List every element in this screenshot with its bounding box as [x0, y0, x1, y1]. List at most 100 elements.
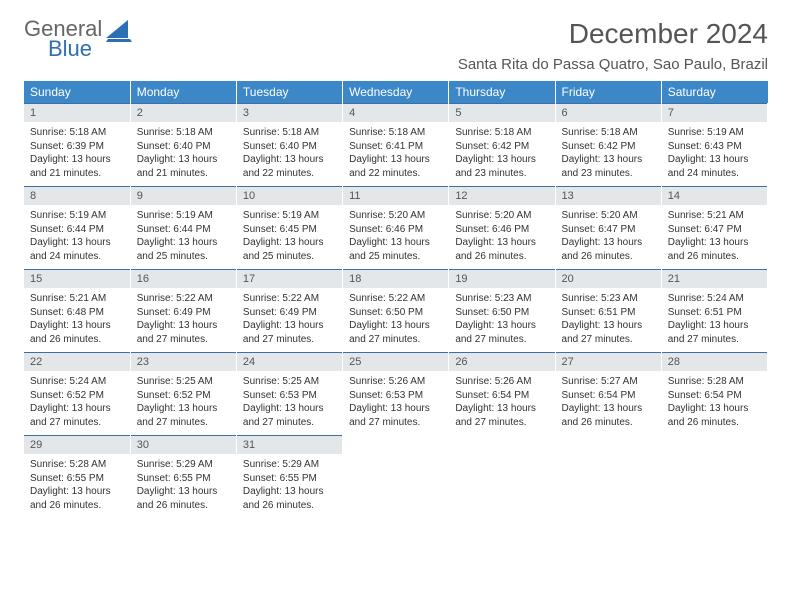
sunset-line: Sunset: 6:50 PM — [455, 306, 548, 320]
sunrise-line: Sunrise: 5:29 AM — [243, 458, 336, 472]
daylight-line: Daylight: 13 hours — [349, 236, 442, 250]
daylight-line: and 27 minutes. — [349, 333, 442, 347]
day-body — [556, 454, 661, 512]
sunset-line: Sunset: 6:40 PM — [137, 140, 230, 154]
day-body: Sunrise: 5:19 AMSunset: 6:44 PMDaylight:… — [131, 205, 236, 269]
day-cell: 3Sunrise: 5:18 AMSunset: 6:40 PMDaylight… — [236, 103, 342, 186]
day-cell: 4Sunrise: 5:18 AMSunset: 6:41 PMDaylight… — [343, 103, 449, 186]
sunrise-line: Sunrise: 5:28 AM — [30, 458, 124, 472]
sunrise-line: Sunrise: 5:27 AM — [562, 375, 655, 389]
day-cell: 23Sunrise: 5:25 AMSunset: 6:52 PMDayligh… — [130, 352, 236, 435]
daylight-line: and 27 minutes. — [243, 416, 336, 430]
sunrise-line: Sunrise: 5:26 AM — [349, 375, 442, 389]
daylight-line: Daylight: 13 hours — [668, 153, 761, 167]
sunrise-line: Sunrise: 5:22 AM — [349, 292, 442, 306]
sunrise-line: Sunrise: 5:20 AM — [455, 209, 548, 223]
day-body: Sunrise: 5:22 AMSunset: 6:50 PMDaylight:… — [343, 288, 448, 352]
day-cell: 18Sunrise: 5:22 AMSunset: 6:50 PMDayligh… — [343, 269, 449, 352]
day-cell: 26Sunrise: 5:26 AMSunset: 6:54 PMDayligh… — [449, 352, 555, 435]
sunrise-line: Sunrise: 5:25 AM — [137, 375, 230, 389]
sunset-line: Sunset: 6:52 PM — [137, 389, 230, 403]
day-number: 6 — [556, 104, 661, 122]
day-number: 9 — [131, 187, 236, 205]
col-wednesday: Wednesday — [343, 81, 449, 103]
day-number: 18 — [343, 270, 448, 288]
day-number: 30 — [131, 436, 236, 454]
day-number: 28 — [662, 353, 767, 371]
day-cell: 10Sunrise: 5:19 AMSunset: 6:45 PMDayligh… — [236, 186, 342, 269]
daylight-line: Daylight: 13 hours — [30, 402, 124, 416]
sunset-line: Sunset: 6:46 PM — [349, 223, 442, 237]
day-body: Sunrise: 5:23 AMSunset: 6:51 PMDaylight:… — [556, 288, 661, 352]
day-cell: 31Sunrise: 5:29 AMSunset: 6:55 PMDayligh… — [236, 435, 342, 518]
sunrise-line: Sunrise: 5:20 AM — [562, 209, 655, 223]
daylight-line: and 25 minutes. — [137, 250, 230, 264]
day-cell: 21Sunrise: 5:24 AMSunset: 6:51 PMDayligh… — [661, 269, 767, 352]
sunset-line: Sunset: 6:49 PM — [137, 306, 230, 320]
daylight-line: and 27 minutes. — [455, 416, 548, 430]
sunset-line: Sunset: 6:47 PM — [668, 223, 761, 237]
day-cell: 6Sunrise: 5:18 AMSunset: 6:42 PMDaylight… — [555, 103, 661, 186]
day-number: 10 — [237, 187, 342, 205]
day-body: Sunrise: 5:25 AMSunset: 6:52 PMDaylight:… — [131, 371, 236, 435]
daylight-line: Daylight: 13 hours — [562, 319, 655, 333]
sunset-line: Sunset: 6:51 PM — [562, 306, 655, 320]
daylight-line: Daylight: 13 hours — [137, 236, 230, 250]
day-number: 15 — [24, 270, 130, 288]
day-number: 14 — [662, 187, 767, 205]
sunset-line: Sunset: 6:42 PM — [455, 140, 548, 154]
day-number — [449, 436, 554, 454]
sunset-line: Sunset: 6:54 PM — [668, 389, 761, 403]
daylight-line: and 26 minutes. — [562, 250, 655, 264]
logo-blue: Blue — [24, 38, 102, 60]
day-body: Sunrise: 5:22 AMSunset: 6:49 PMDaylight:… — [131, 288, 236, 352]
sunrise-line: Sunrise: 5:19 AM — [30, 209, 124, 223]
day-body: Sunrise: 5:23 AMSunset: 6:50 PMDaylight:… — [449, 288, 554, 352]
daylight-line: Daylight: 13 hours — [562, 402, 655, 416]
day-number: 25 — [343, 353, 448, 371]
daylight-line: and 27 minutes. — [30, 416, 124, 430]
daylight-line: and 23 minutes. — [455, 167, 548, 181]
sunrise-line: Sunrise: 5:21 AM — [30, 292, 124, 306]
sunset-line: Sunset: 6:43 PM — [668, 140, 761, 154]
day-number: 20 — [556, 270, 661, 288]
daylight-line: Daylight: 13 hours — [668, 402, 761, 416]
day-number: 27 — [556, 353, 661, 371]
sunset-line: Sunset: 6:55 PM — [137, 472, 230, 486]
daylight-line: and 26 minutes. — [30, 333, 124, 347]
sunrise-line: Sunrise: 5:23 AM — [562, 292, 655, 306]
sunrise-line: Sunrise: 5:19 AM — [668, 126, 761, 140]
sunrise-line: Sunrise: 5:24 AM — [30, 375, 124, 389]
week-row: 22Sunrise: 5:24 AMSunset: 6:52 PMDayligh… — [24, 352, 768, 435]
day-number: 7 — [662, 104, 767, 122]
day-body: Sunrise: 5:19 AMSunset: 6:44 PMDaylight:… — [24, 205, 130, 269]
week-row: 15Sunrise: 5:21 AMSunset: 6:48 PMDayligh… — [24, 269, 768, 352]
day-cell: 5Sunrise: 5:18 AMSunset: 6:42 PMDaylight… — [449, 103, 555, 186]
day-body: Sunrise: 5:18 AMSunset: 6:42 PMDaylight:… — [449, 122, 554, 186]
day-cell: 27Sunrise: 5:27 AMSunset: 6:54 PMDayligh… — [555, 352, 661, 435]
week-row: 8Sunrise: 5:19 AMSunset: 6:44 PMDaylight… — [24, 186, 768, 269]
daylight-line: Daylight: 13 hours — [30, 485, 124, 499]
day-body: Sunrise: 5:21 AMSunset: 6:47 PMDaylight:… — [662, 205, 767, 269]
daylight-line: and 25 minutes. — [243, 250, 336, 264]
day-number: 29 — [24, 436, 130, 454]
logo-sail-icon — [106, 20, 132, 46]
day-body — [662, 454, 767, 512]
daylight-line: Daylight: 13 hours — [137, 402, 230, 416]
daylight-line: Daylight: 13 hours — [30, 236, 124, 250]
sunset-line: Sunset: 6:44 PM — [30, 223, 124, 237]
day-number: 11 — [343, 187, 448, 205]
daylight-line: and 22 minutes. — [243, 167, 336, 181]
sunrise-line: Sunrise: 5:18 AM — [562, 126, 655, 140]
day-body: Sunrise: 5:20 AMSunset: 6:46 PMDaylight:… — [343, 205, 448, 269]
sunrise-line: Sunrise: 5:24 AM — [668, 292, 761, 306]
daylight-line: Daylight: 13 hours — [137, 319, 230, 333]
day-number: 19 — [449, 270, 554, 288]
daylight-line: and 22 minutes. — [349, 167, 442, 181]
sunset-line: Sunset: 6:40 PM — [243, 140, 336, 154]
day-body: Sunrise: 5:24 AMSunset: 6:51 PMDaylight:… — [662, 288, 767, 352]
daylight-line: and 27 minutes. — [137, 416, 230, 430]
day-number: 24 — [237, 353, 342, 371]
daylight-line: and 27 minutes. — [562, 333, 655, 347]
daylight-line: and 26 minutes. — [243, 499, 336, 513]
